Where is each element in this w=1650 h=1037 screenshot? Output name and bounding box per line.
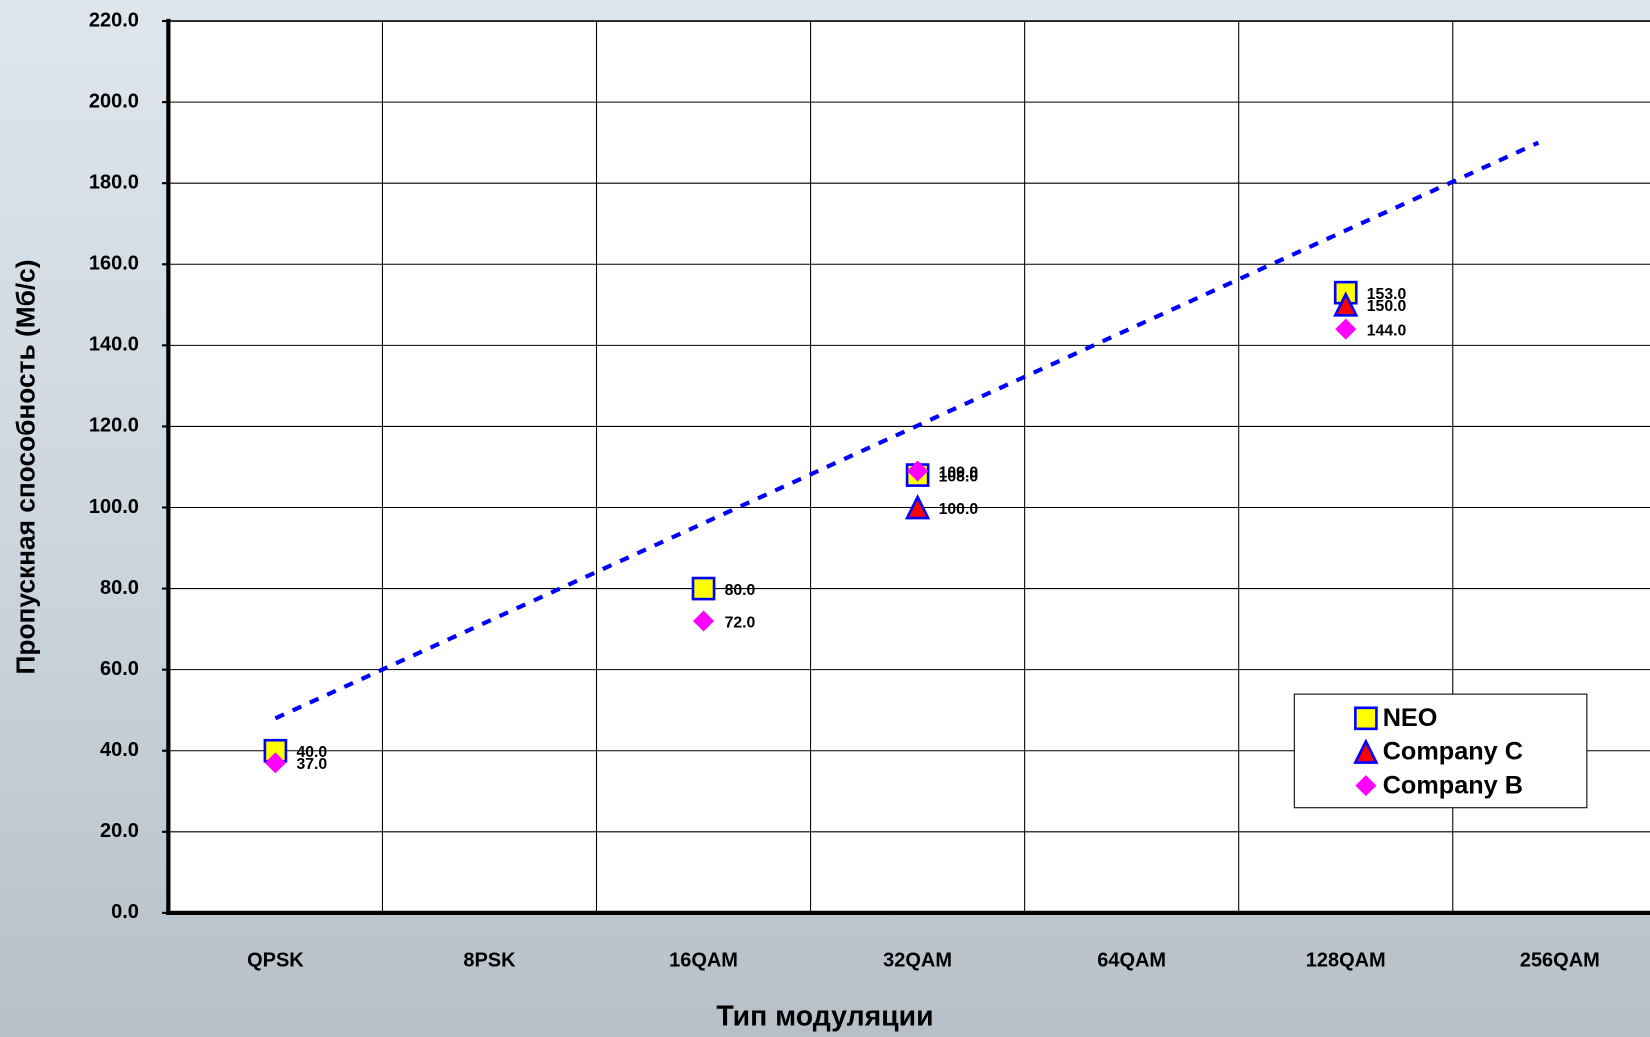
y-tick-label: 220.0: [89, 9, 139, 31]
y-tick-label: 200.0: [89, 90, 139, 112]
x-tick-label: 256QAM: [1520, 950, 1600, 972]
legend-label: Company B: [1383, 771, 1523, 799]
x-tick-label: 16QAM: [669, 950, 738, 972]
x-tick-label: QPSK: [247, 950, 304, 972]
y-tick-label: 0.0: [111, 901, 139, 923]
marker-square: [1355, 708, 1376, 729]
data-label: 150.0: [1367, 298, 1407, 315]
legend-label: NEO: [1383, 704, 1438, 732]
y-axis-title: Пропускная способность (Мб/с): [10, 259, 40, 674]
data-label: 144.0: [1367, 322, 1407, 339]
x-tick-label: 8PSK: [463, 950, 516, 972]
y-tick-label: 100.0: [89, 496, 139, 518]
y-tick-label: 140.0: [89, 334, 139, 356]
y-tick-label: 160.0: [89, 253, 139, 275]
chart: Тип модуляции Пропускная способность (Мб…: [0, 0, 1650, 1037]
data-label: 100.0: [939, 501, 979, 518]
data-label: 109.0: [939, 464, 979, 481]
legend-label: Company C: [1383, 738, 1523, 766]
data-label: 72.0: [725, 614, 756, 631]
y-tick-label: 60.0: [100, 658, 139, 680]
y-tick-label: 80.0: [100, 577, 139, 599]
data-label: 37.0: [296, 756, 327, 773]
data-label: 80.0: [725, 582, 756, 599]
y-tick-label: 20.0: [100, 820, 139, 842]
x-tick-label: 64QAM: [1097, 950, 1166, 972]
y-tick-label: 120.0: [89, 415, 139, 437]
y-tick-label: 40.0: [100, 739, 139, 761]
x-tick-label: 32QAM: [883, 950, 952, 972]
x-tick-label: 128QAM: [1306, 950, 1386, 972]
y-tick-label: 180.0: [89, 171, 139, 193]
x-axis-title: Тип модуляции: [716, 1001, 933, 1033]
marker-square: [693, 578, 714, 599]
